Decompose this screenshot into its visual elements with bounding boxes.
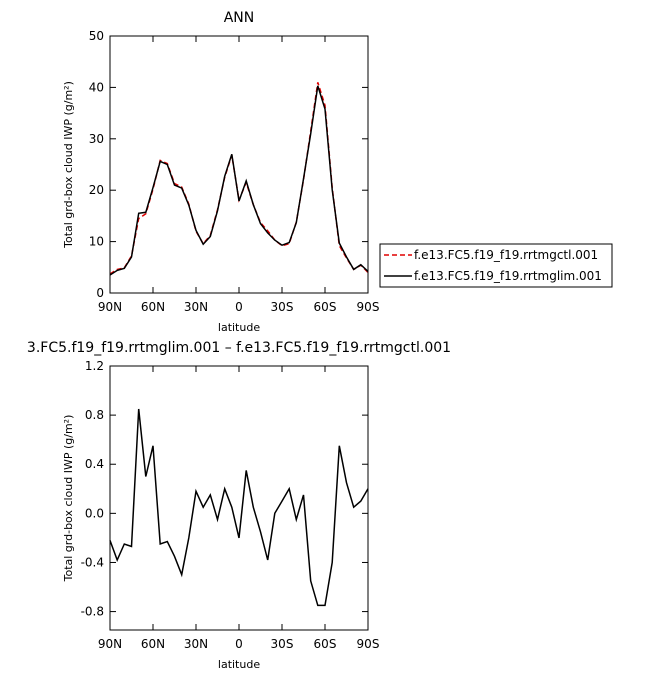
x-tick-label: 30N — [184, 300, 208, 314]
x-tick-label: 0 — [235, 300, 243, 314]
y-tick-label: 0.4 — [85, 457, 104, 471]
y-tick-label: 40 — [89, 80, 104, 94]
y-tick-label: 50 — [89, 29, 104, 43]
x-tick-label: 90S — [357, 637, 380, 651]
y-tick-label: 10 — [89, 235, 104, 249]
y-tick-label: 30 — [89, 132, 104, 146]
x-tick-label: 60N — [141, 637, 165, 651]
legend-box — [379, 243, 613, 288]
y-tick-label: -0.8 — [81, 605, 104, 619]
x-tick-label: 30S — [271, 300, 294, 314]
legend-label: f.e13.FC5.f19_f19.rrtmglim.001 — [414, 269, 602, 283]
x-tick-label: 60N — [141, 300, 165, 314]
chart-title: ANN — [224, 10, 255, 26]
y-tick-label: 1.2 — [85, 359, 104, 373]
chart-title: 3.FC5.f19_f19.rrtmglim.001 – f.e13.FC5.f… — [27, 340, 451, 356]
x-tick-label: 0 — [235, 637, 243, 651]
y-tick-label: -0.4 — [81, 555, 104, 569]
y-axis-label: Total grd-box cloud IWP (g/m²) — [62, 81, 75, 249]
x-tick-label: 90S — [357, 300, 380, 314]
data-line — [109, 408, 369, 607]
x-axis-label: latitude — [218, 321, 260, 334]
x-axis-label: latitude — [218, 658, 260, 671]
data-line — [109, 85, 369, 276]
x-tick-label: 30N — [184, 637, 208, 651]
x-tick-label: 90N — [98, 637, 122, 651]
legend-label: f.e13.FC5.f19_f19.rrtmgctl.001 — [414, 248, 598, 262]
y-axis-label: Total grd-box cloud IWP (g/m²) — [62, 415, 75, 583]
y-tick-label: 0.0 — [85, 506, 104, 520]
x-tick-label: 60S — [314, 637, 337, 651]
y-tick-label: 0.8 — [85, 408, 104, 422]
x-tick-label: 30S — [271, 637, 294, 651]
x-tick-label: 90N — [98, 300, 122, 314]
y-tick-label: 20 — [89, 183, 104, 197]
x-tick-label: 60S — [314, 300, 337, 314]
y-tick-label: 0 — [96, 286, 104, 300]
